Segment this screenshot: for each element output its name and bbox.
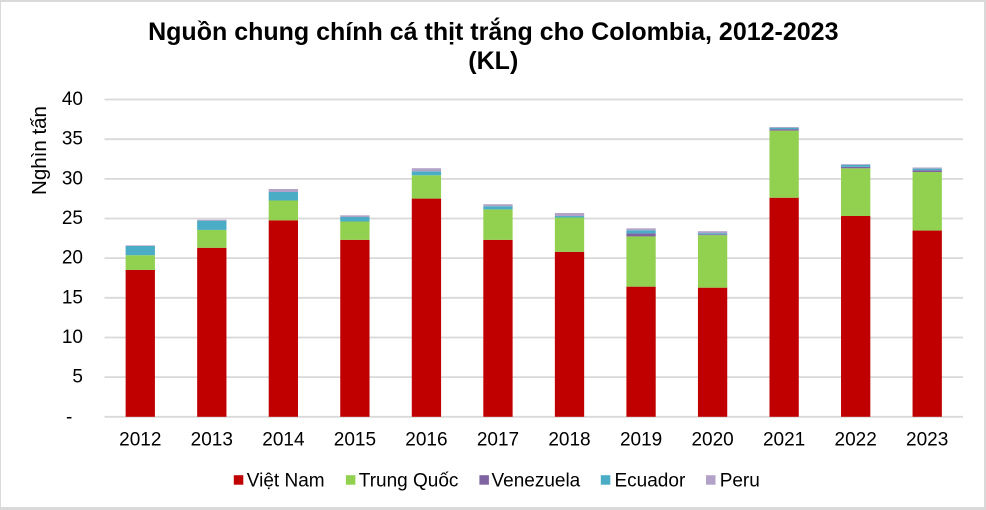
svg-text:30: 30 — [62, 168, 83, 189]
svg-text:(KL): (KL) — [468, 47, 518, 75]
svg-text:Peru: Peru — [720, 471, 760, 492]
svg-text:2022: 2022 — [835, 430, 877, 451]
svg-text:2020: 2020 — [691, 430, 733, 451]
svg-text:2021: 2021 — [763, 430, 805, 451]
svg-text:Ecuador: Ecuador — [615, 471, 686, 492]
svg-text:Nghìn tấn: Nghìn tấn — [28, 106, 51, 195]
svg-text:35: 35 — [62, 129, 83, 150]
svg-text:2019: 2019 — [620, 430, 662, 451]
svg-text:Việt Nam: Việt Nam — [247, 471, 325, 492]
svg-text:Nguồn chung chính cá thịt trắn: Nguồn chung chính cá thịt trắng cho Colo… — [148, 16, 838, 46]
svg-text:25: 25 — [62, 208, 83, 229]
svg-text:20: 20 — [62, 248, 83, 269]
svg-text:Trung Quốc: Trung Quốc — [359, 471, 459, 492]
svg-text:2017: 2017 — [477, 430, 519, 451]
svg-text:15: 15 — [62, 287, 83, 308]
svg-text:Venezuela: Venezuela — [492, 471, 581, 492]
svg-text:2014: 2014 — [262, 430, 305, 451]
svg-text:5: 5 — [72, 367, 83, 388]
svg-text:2023: 2023 — [906, 430, 948, 451]
svg-text:10: 10 — [62, 327, 83, 348]
svg-text:-: - — [66, 407, 72, 428]
svg-text:2016: 2016 — [405, 430, 447, 451]
svg-text:2018: 2018 — [548, 430, 590, 451]
svg-text:2015: 2015 — [334, 430, 376, 451]
svg-text:2013: 2013 — [191, 430, 233, 451]
svg-text:40: 40 — [62, 89, 83, 110]
svg-text:2012: 2012 — [119, 430, 161, 451]
